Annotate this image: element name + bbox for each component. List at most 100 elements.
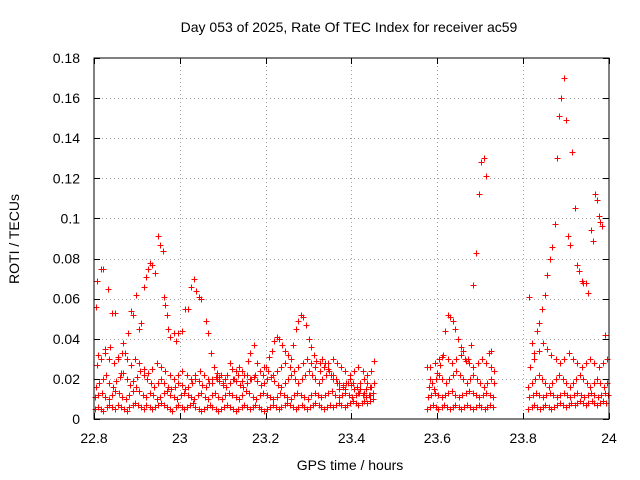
data-point	[190, 400, 197, 407]
data-point	[211, 364, 218, 371]
data-point	[355, 402, 362, 409]
data-point	[167, 334, 174, 341]
data-point	[450, 318, 457, 325]
data-point	[172, 384, 179, 391]
data-point	[354, 384, 361, 391]
data-point	[364, 372, 371, 379]
data-point	[304, 356, 311, 363]
data-point	[151, 384, 158, 391]
data-point	[325, 390, 332, 397]
data-points	[92, 75, 612, 415]
data-point	[155, 233, 162, 240]
data-point	[596, 213, 603, 220]
data-point	[587, 356, 594, 363]
data-point	[282, 360, 289, 367]
data-point	[239, 392, 246, 399]
data-point	[161, 294, 168, 301]
data-point	[308, 360, 315, 367]
data-point	[544, 272, 551, 279]
data-point	[546, 384, 553, 391]
data-point	[201, 372, 208, 379]
data-point	[209, 380, 216, 387]
data-point	[299, 376, 306, 383]
data-point	[536, 348, 543, 355]
data-point	[276, 336, 283, 343]
data-point	[295, 380, 302, 387]
data-point	[356, 390, 363, 397]
data-point	[132, 356, 139, 363]
data-point	[342, 390, 349, 397]
data-point	[488, 364, 495, 371]
data-point	[550, 392, 557, 399]
data-point	[435, 406, 442, 413]
data-point	[96, 380, 103, 387]
data-point	[94, 278, 101, 285]
data-point	[458, 352, 465, 359]
data-point	[130, 388, 137, 395]
data-point	[313, 358, 320, 365]
data-point	[543, 392, 550, 399]
data-point	[473, 250, 480, 257]
data-point	[126, 404, 133, 411]
data-point	[261, 364, 268, 371]
data-point	[271, 378, 278, 385]
data-point	[338, 402, 345, 409]
data-point	[561, 356, 568, 363]
data-point	[330, 356, 337, 363]
data-point	[579, 364, 586, 371]
data-point	[141, 372, 148, 379]
data-point	[481, 155, 488, 162]
data-point	[285, 352, 292, 359]
data-point	[124, 356, 131, 363]
data-point	[127, 382, 134, 389]
data-point	[452, 326, 459, 333]
data-point	[557, 360, 564, 367]
data-point	[278, 404, 285, 411]
x-tick-label: 23.8	[510, 430, 537, 446]
data-point	[588, 227, 595, 234]
data-point	[330, 372, 337, 379]
data-point	[308, 392, 315, 399]
data-point	[223, 384, 230, 391]
data-point	[100, 408, 107, 415]
data-point	[95, 392, 102, 399]
data-point	[491, 380, 498, 387]
data-point	[536, 392, 543, 399]
data-point	[529, 340, 536, 347]
data-point	[583, 360, 590, 367]
data-point	[144, 376, 151, 383]
data-point	[264, 376, 271, 383]
data-point	[112, 388, 119, 395]
data-point	[196, 378, 203, 385]
data-point	[295, 404, 302, 411]
data-point	[136, 388, 143, 395]
data-point	[539, 306, 546, 313]
data-point	[432, 360, 439, 367]
data-point	[452, 392, 459, 399]
x-tick-labels: 22.8 23 23.2 23.4 23.6 23.8 24	[80, 430, 617, 446]
data-point	[103, 372, 110, 379]
data-point	[260, 372, 267, 379]
data-point	[248, 376, 255, 383]
data-point	[474, 376, 481, 383]
data-point	[105, 286, 112, 293]
data-point	[470, 372, 477, 379]
data-point	[270, 372, 277, 379]
data-point	[321, 364, 328, 371]
data-point	[174, 396, 181, 403]
data-point	[435, 392, 442, 399]
data-point	[334, 360, 341, 367]
data-point	[179, 328, 186, 335]
data-point	[124, 376, 131, 383]
data-point	[371, 358, 378, 365]
data-point	[561, 75, 568, 82]
data-point	[431, 386, 438, 393]
data-point	[437, 362, 444, 369]
data-point	[466, 388, 473, 395]
data-point	[343, 380, 350, 387]
data-point	[199, 382, 206, 389]
data-point	[171, 376, 178, 383]
data-point	[106, 380, 113, 387]
data-point	[483, 390, 490, 397]
data-point	[553, 376, 560, 383]
